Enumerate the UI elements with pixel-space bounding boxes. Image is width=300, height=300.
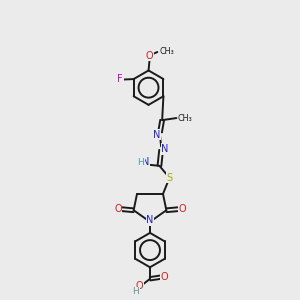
Text: O: O bbox=[146, 51, 153, 61]
Text: O: O bbox=[114, 204, 122, 214]
Text: O: O bbox=[178, 204, 186, 214]
Text: O: O bbox=[135, 281, 143, 291]
Text: H: H bbox=[132, 287, 139, 296]
Text: H: H bbox=[137, 158, 144, 167]
Text: N: N bbox=[146, 215, 154, 225]
Text: O: O bbox=[161, 272, 169, 282]
Text: N: N bbox=[161, 144, 169, 154]
Text: F: F bbox=[117, 74, 123, 84]
Text: N: N bbox=[153, 130, 160, 140]
Text: CH₃: CH₃ bbox=[178, 113, 192, 122]
Text: S: S bbox=[167, 173, 173, 183]
Text: CH₃: CH₃ bbox=[159, 47, 174, 56]
Text: N: N bbox=[142, 157, 150, 167]
